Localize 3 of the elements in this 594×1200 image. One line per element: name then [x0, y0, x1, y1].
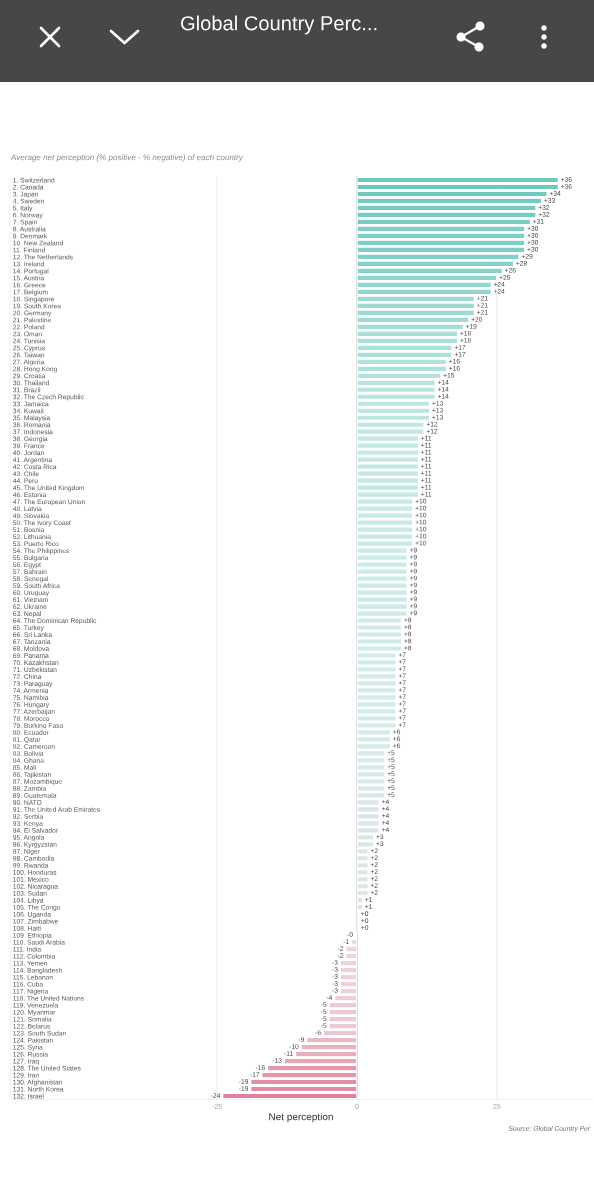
x-axis-title: Net perception: [269, 1112, 333, 1123]
chart-title: Global Country Perc...: [181, 15, 377, 35]
chart-subtitle: Average net perception (% positive - % negative) of each country: [10, 154, 244, 162]
